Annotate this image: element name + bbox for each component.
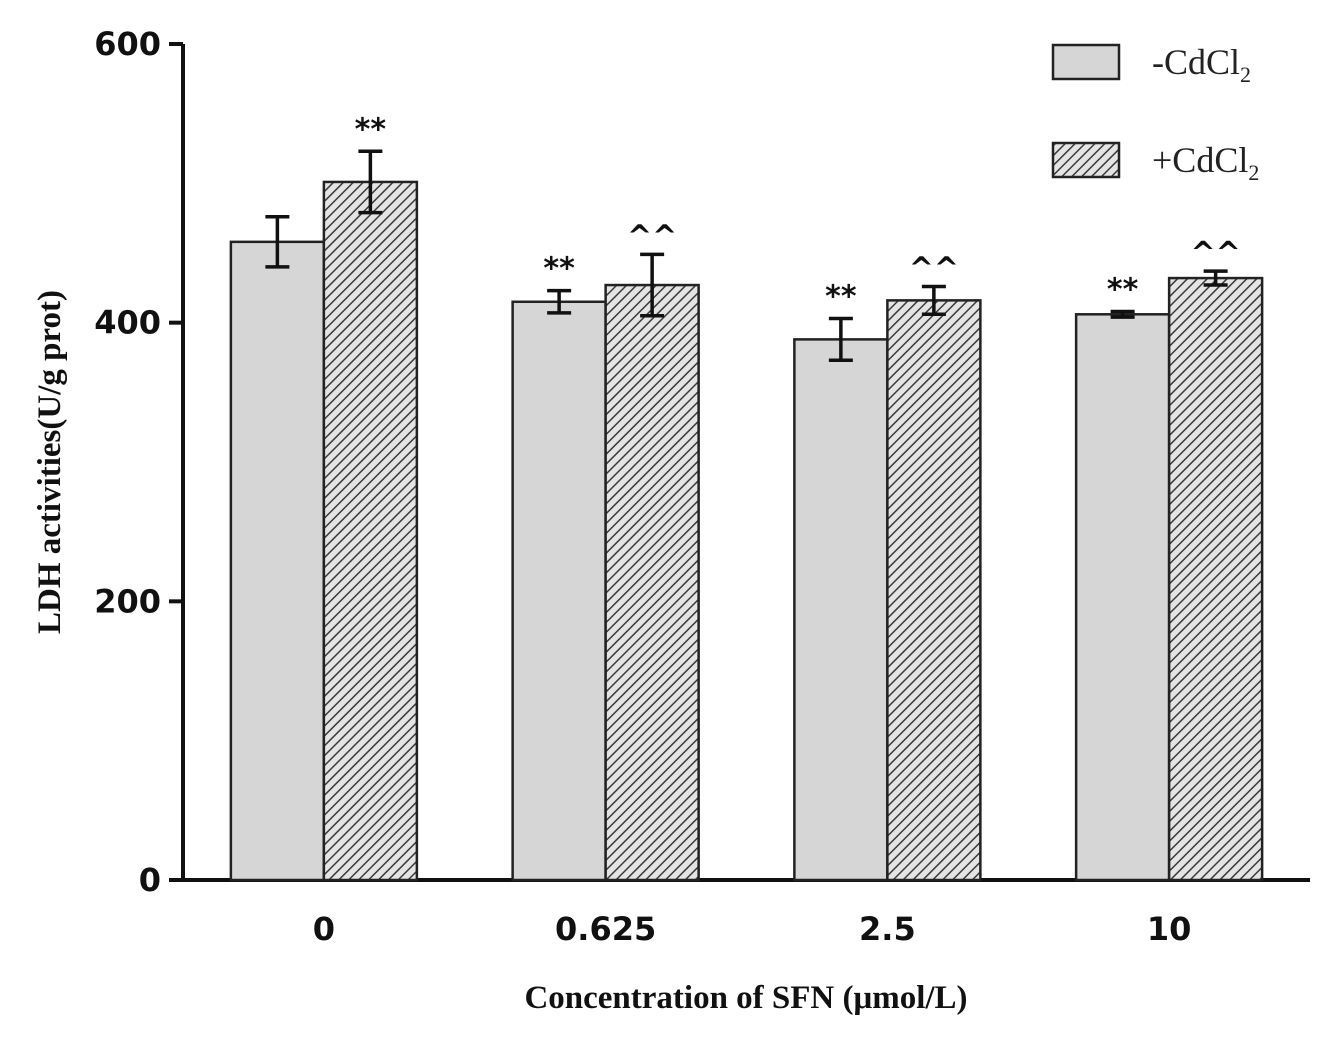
legend: -CdCl2+CdCl2 [1051, 42, 1259, 185]
legend-label: -CdCl2 [1152, 42, 1251, 87]
significance-marker: ** [355, 112, 387, 147]
x-tick-label: 0 [313, 910, 335, 948]
significance-marker: ^^ [627, 219, 677, 254]
y-axis-title: LDH activities(U/g prot) [32, 290, 68, 634]
bar [511, 300, 607, 882]
legend-label-text: -CdCl [1152, 42, 1240, 82]
legend-swatch [1051, 141, 1121, 179]
y-tick-label: 400 [94, 304, 161, 342]
y-tick-label: 200 [94, 582, 161, 620]
bar [604, 283, 700, 882]
legend-label: +CdCl2 [1152, 140, 1259, 185]
legend-label-subscript: 2 [1240, 62, 1251, 87]
bar [793, 338, 889, 882]
legend-label-subscript: 2 [1248, 160, 1259, 185]
y-tick-label: 0 [139, 861, 161, 899]
significance-marker: ^^ [909, 251, 959, 286]
significance-marker: ** [1107, 273, 1139, 308]
bar [1167, 276, 1264, 882]
y-tick-label: 600 [94, 25, 161, 63]
bar [322, 180, 419, 882]
bars: ** ** ^^ ** ^^ ** ^^ [229, 112, 1264, 882]
legend-label-text: +CdCl [1152, 140, 1248, 180]
x-tick-label: 0.625 [555, 910, 656, 948]
bar [886, 299, 982, 882]
x-axis: 0 0.625 2.5 10 [181, 878, 1310, 948]
x-axis-title: Concentration of SFN (μmol/L) [524, 980, 967, 1016]
significance-marker: ** [543, 252, 575, 287]
x-tick-label: 10 [1147, 910, 1192, 948]
bar [1074, 313, 1171, 882]
legend-swatch [1051, 43, 1121, 81]
significance-marker: ^^ [1190, 236, 1240, 271]
bar [229, 240, 326, 882]
y-axis: 0 200 400 600 [94, 25, 185, 899]
significance-marker: ** [825, 279, 857, 314]
x-tick-label: 2.5 [859, 910, 916, 948]
